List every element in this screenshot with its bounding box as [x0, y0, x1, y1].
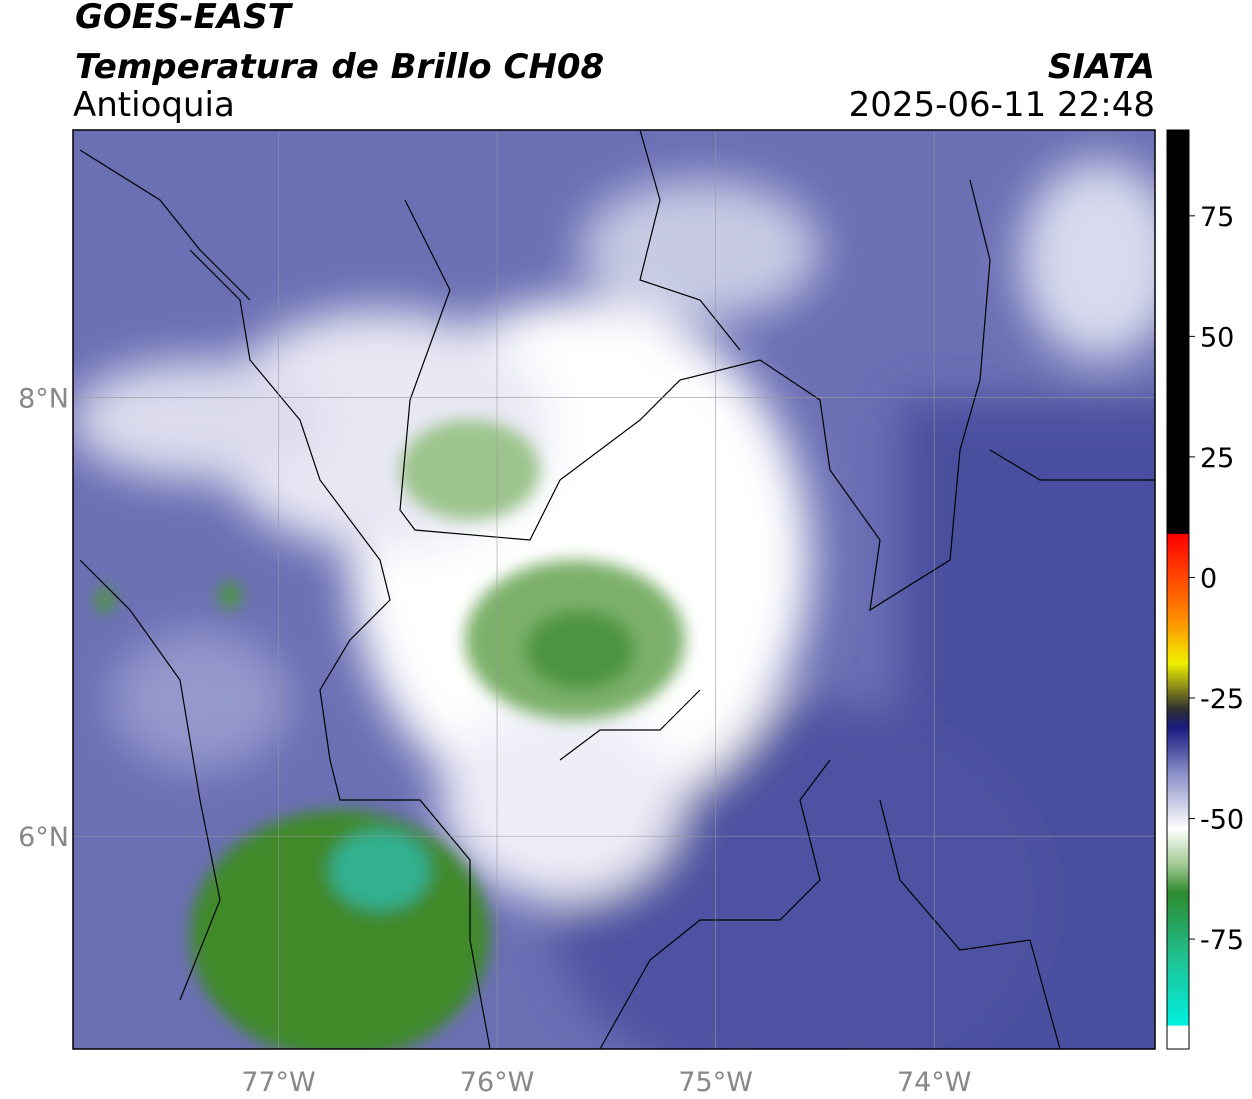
colorbar-tick-label: 25	[1200, 443, 1234, 474]
colorbar-tick-label: -50	[1200, 805, 1244, 836]
colorbar-tick-label: -25	[1200, 684, 1244, 715]
x-tick-label: 75°W	[678, 1067, 753, 1098]
timestamp: 2025-06-11 22:48	[849, 85, 1155, 125]
x-tick-label: 77°W	[241, 1067, 316, 1098]
y-tick-label: 8°N	[18, 384, 69, 415]
x-tick-label: 76°W	[460, 1067, 535, 1098]
colorbar-tick-label: 50	[1200, 322, 1234, 353]
source: SIATA	[1048, 47, 1155, 87]
y-tick-label: 6°N	[18, 822, 69, 853]
region: Antioquia	[73, 85, 235, 125]
x-tick-label: 74°W	[897, 1067, 972, 1098]
colorbar-tick-label: -75	[1200, 925, 1244, 956]
colorbar	[1166, 129, 1190, 1050]
colorbar-tick-label: 0	[1200, 563, 1217, 594]
map-frame	[72, 129, 1156, 1050]
title: GOES-EAST	[75, 0, 294, 37]
subtitle: Temperatura de Brillo CH08	[75, 47, 604, 87]
satellite-image	[73, 130, 1155, 1049]
colorbar-tick-label: 75	[1200, 202, 1234, 233]
